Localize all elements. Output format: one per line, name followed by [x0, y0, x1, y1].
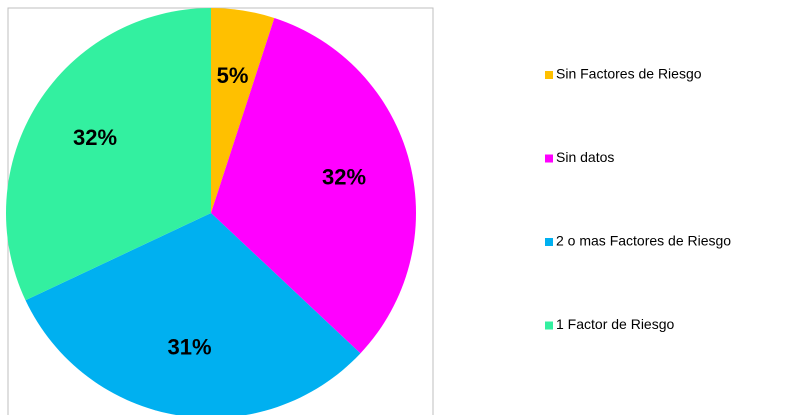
data-label: 5% [217, 63, 249, 88]
data-label: 32% [73, 125, 117, 150]
legend-swatch [545, 321, 553, 330]
legend-swatch [545, 71, 553, 79]
legend-label: Sin Factores de Riesgo [556, 66, 702, 82]
pie-slice [25, 213, 361, 415]
legend-label: 1 Factor de Riesgo [556, 316, 674, 332]
pie-slice [211, 8, 275, 213]
legend-label: 2 o mas Factores de Riesgo [556, 233, 731, 249]
legend-label: Sin datos [556, 149, 614, 165]
data-label: 31% [167, 334, 211, 359]
data-label: 32% [322, 165, 366, 190]
legend-swatch [545, 154, 553, 163]
legend-swatch [545, 238, 553, 246]
pie-slice [211, 18, 416, 354]
pie-slice [5, 8, 211, 301]
